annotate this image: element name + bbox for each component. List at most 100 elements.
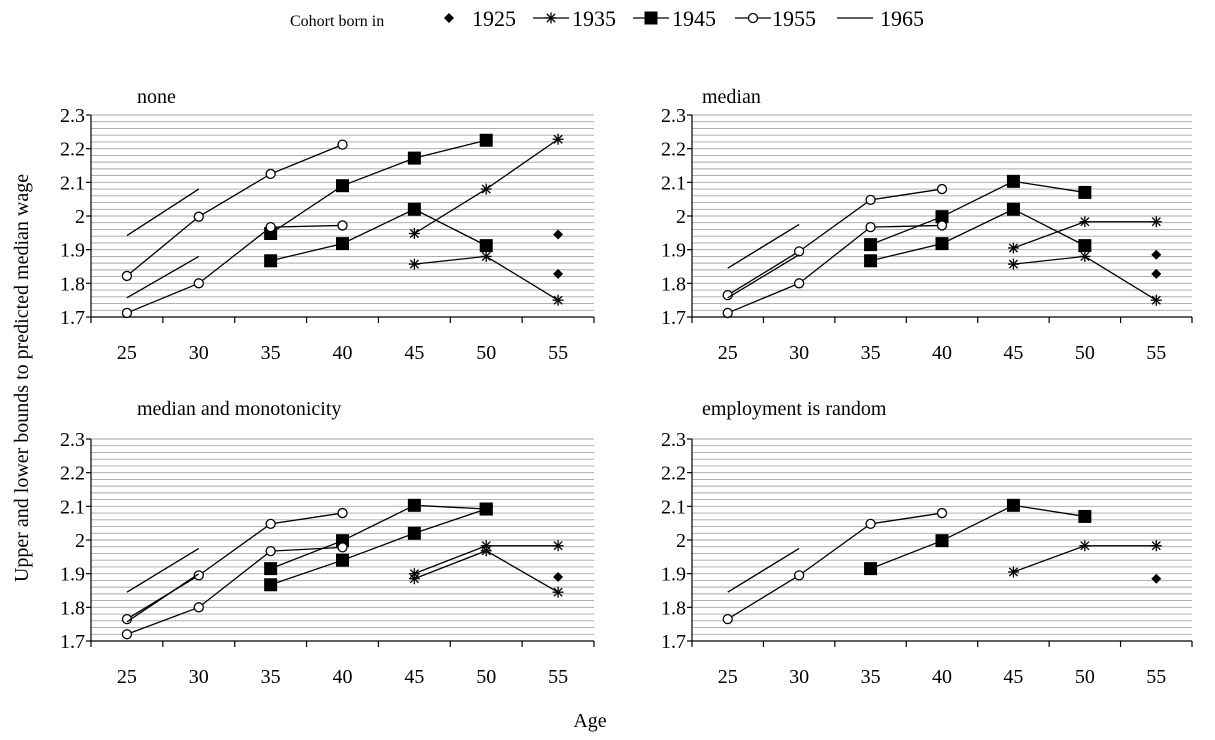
data-point bbox=[553, 229, 564, 240]
data-point bbox=[193, 570, 204, 581]
x-tick-label: 30 bbox=[789, 342, 809, 364]
x-tick-label: 45 bbox=[404, 342, 424, 364]
data-point bbox=[407, 526, 421, 540]
data-point bbox=[121, 307, 133, 319]
data-point bbox=[552, 540, 564, 552]
data-point bbox=[936, 507, 948, 519]
x-tick-label: 55 bbox=[548, 342, 568, 364]
data-point bbox=[337, 220, 348, 231]
data-point bbox=[407, 151, 421, 165]
legend-item-1945: 1945 bbox=[633, 6, 716, 31]
series-1955 bbox=[722, 507, 948, 625]
y-tick-label: 1.9 bbox=[661, 564, 686, 586]
series-1965 bbox=[727, 547, 800, 593]
x-tick-label: 50 bbox=[476, 666, 496, 688]
panel-title: median bbox=[702, 86, 761, 108]
x-tick-label: 40 bbox=[333, 666, 353, 688]
data-point bbox=[553, 572, 564, 583]
data-point bbox=[265, 545, 276, 557]
y-tick-label: 1.8 bbox=[60, 597, 85, 619]
data-point bbox=[553, 268, 564, 279]
x-tick-label: 35 bbox=[261, 342, 281, 364]
x-tick-label: 25 bbox=[718, 342, 738, 364]
series-line bbox=[270, 508, 487, 586]
legend-label: 1925 bbox=[472, 6, 516, 31]
data-point bbox=[337, 507, 348, 519]
series-line bbox=[727, 547, 800, 593]
series-line bbox=[126, 255, 200, 299]
series-line bbox=[870, 504, 1085, 570]
legend-item-1955: 1955 bbox=[735, 6, 816, 31]
data-point bbox=[264, 562, 278, 576]
data-point bbox=[336, 553, 349, 567]
y-tick-label: 2.3 bbox=[60, 105, 85, 127]
chart-panel: median 1.7 1.8 1.9 2 2.1 2.2 2.3 25 30 35 40 45 50 55 bbox=[661, 86, 1193, 364]
data-point bbox=[552, 586, 564, 598]
x-tick-label: 45 bbox=[1003, 666, 1023, 688]
panel-title: median and monotonicity bbox=[137, 398, 341, 420]
y-tick-label: 1.8 bbox=[60, 273, 85, 295]
y-tick-label: 1.9 bbox=[661, 240, 686, 262]
data-point bbox=[1006, 498, 1020, 512]
data-point bbox=[408, 573, 420, 585]
data-point bbox=[865, 194, 876, 205]
series-1955 bbox=[121, 139, 348, 319]
panel-title: none bbox=[137, 86, 176, 108]
data-point bbox=[936, 220, 948, 231]
x-tick-label: 40 bbox=[333, 342, 353, 364]
data-point bbox=[1007, 258, 1019, 270]
legend-label: 1955 bbox=[772, 6, 816, 31]
y-tick-label: 2.3 bbox=[661, 105, 686, 127]
data-point bbox=[479, 133, 493, 147]
x-tick-label: 40 bbox=[932, 666, 952, 688]
series-line bbox=[414, 550, 559, 593]
series-line bbox=[126, 546, 343, 635]
data-point bbox=[408, 258, 420, 270]
data-point bbox=[793, 278, 805, 289]
x-tick-label: 25 bbox=[117, 666, 137, 688]
data-point bbox=[1006, 202, 1020, 216]
data-point bbox=[793, 246, 805, 257]
series-line bbox=[126, 224, 343, 314]
series-1945 bbox=[264, 498, 493, 592]
y-tick-label: 1.9 bbox=[60, 240, 85, 262]
series-1925 bbox=[553, 572, 564, 583]
y-tick-label: 2.2 bbox=[60, 463, 85, 485]
y-tick-label: 1.7 bbox=[661, 307, 686, 329]
x-tick-label: 50 bbox=[476, 342, 496, 364]
data-point bbox=[480, 545, 492, 557]
data-point bbox=[865, 221, 876, 233]
series-line bbox=[126, 573, 200, 623]
data-point bbox=[1079, 540, 1091, 552]
x-tick-label: 30 bbox=[189, 342, 209, 364]
legend-item-1925: 1925 bbox=[444, 6, 516, 31]
x-axis-title: Age bbox=[573, 710, 606, 732]
data-point bbox=[935, 210, 949, 224]
series-line bbox=[270, 139, 487, 235]
data-point bbox=[864, 254, 878, 268]
data-point bbox=[336, 179, 349, 193]
series-line bbox=[727, 223, 800, 269]
series-line bbox=[126, 512, 343, 620]
series-1925 bbox=[1151, 573, 1162, 584]
legend-label: 1945 bbox=[672, 6, 716, 31]
series-1945 bbox=[264, 133, 493, 268]
data-point bbox=[722, 613, 733, 625]
y-tick-label: 2.3 bbox=[60, 429, 85, 451]
x-tick-label: 40 bbox=[932, 342, 952, 364]
data-point bbox=[1151, 573, 1162, 584]
legend-item-1965: 1965 bbox=[837, 6, 924, 31]
data-point bbox=[1078, 509, 1092, 523]
x-tick-label: 35 bbox=[861, 666, 881, 688]
x-tick-label: 55 bbox=[1146, 666, 1166, 688]
data-point bbox=[265, 518, 276, 529]
series-1945 bbox=[864, 174, 1092, 268]
data-point bbox=[1078, 239, 1092, 253]
legend-marker-square bbox=[644, 11, 658, 25]
series-1935 bbox=[1007, 540, 1162, 578]
data-point bbox=[407, 498, 421, 512]
legend-marker-asterisk bbox=[545, 12, 557, 24]
chart-panel: none 1.7 1.8 1.9 2 2.1 2.2 2.3 25 30 35 40 45 50 55 bbox=[60, 86, 595, 364]
data-point bbox=[1007, 242, 1019, 254]
